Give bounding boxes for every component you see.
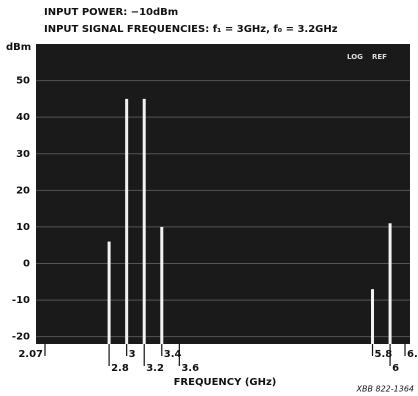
spectral-line	[389, 223, 392, 344]
y-tick-label: 10	[16, 222, 30, 233]
x-tick-label: 6	[392, 363, 399, 374]
y-tick-label: 50	[16, 76, 30, 87]
x-tick-label: 2.8	[111, 363, 129, 374]
spectral-line	[143, 99, 146, 344]
spectral-line	[108, 242, 111, 344]
chart-title: INPUT POWER: −10dBm	[44, 7, 178, 18]
x-axis-label: FREQUENCY (GHz)	[174, 377, 277, 388]
y-tick-label: 40	[16, 112, 30, 123]
annotation: REF	[372, 53, 387, 61]
x-tick-label: 2.07	[18, 349, 43, 360]
x-tick-label: 6.17	[407, 349, 418, 360]
chart-subtitle: INPUT SIGNAL FREQUENCIES: f₁ = 3GHz, f₀ …	[44, 24, 338, 35]
chart: INPUT POWER: −10dBm INPUT SIGNAL FREQUEN…	[0, 0, 418, 396]
y-tick-label: 30	[16, 149, 30, 160]
spectral-line	[125, 99, 128, 344]
y-tick-label: 0	[23, 259, 30, 270]
y-tick-label: -20	[12, 332, 30, 343]
x-tick-label: 3.6	[181, 363, 199, 374]
plot-area	[36, 44, 410, 344]
y-tick-label: -10	[12, 295, 30, 306]
x-tick-label: 3.2	[146, 363, 164, 374]
figure-id: XBB 822-1364	[355, 385, 414, 394]
y-tick-label: 20	[16, 185, 30, 196]
x-tick-label: 3	[129, 349, 136, 360]
spectral-line	[371, 289, 374, 344]
annotation: LOG	[347, 53, 363, 61]
spectral-line	[160, 227, 163, 344]
y-axis-label: dBm	[6, 42, 31, 53]
